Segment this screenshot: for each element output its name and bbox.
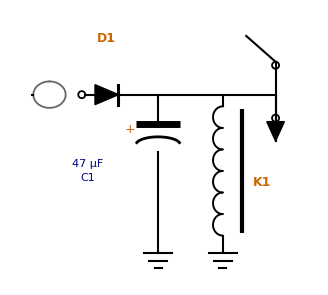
Text: K1: K1 bbox=[253, 176, 272, 189]
Text: +: + bbox=[125, 123, 135, 136]
Text: D1: D1 bbox=[97, 32, 116, 45]
Polygon shape bbox=[95, 85, 118, 105]
Text: 47 μF
C1: 47 μF C1 bbox=[72, 159, 103, 183]
Polygon shape bbox=[267, 122, 284, 141]
